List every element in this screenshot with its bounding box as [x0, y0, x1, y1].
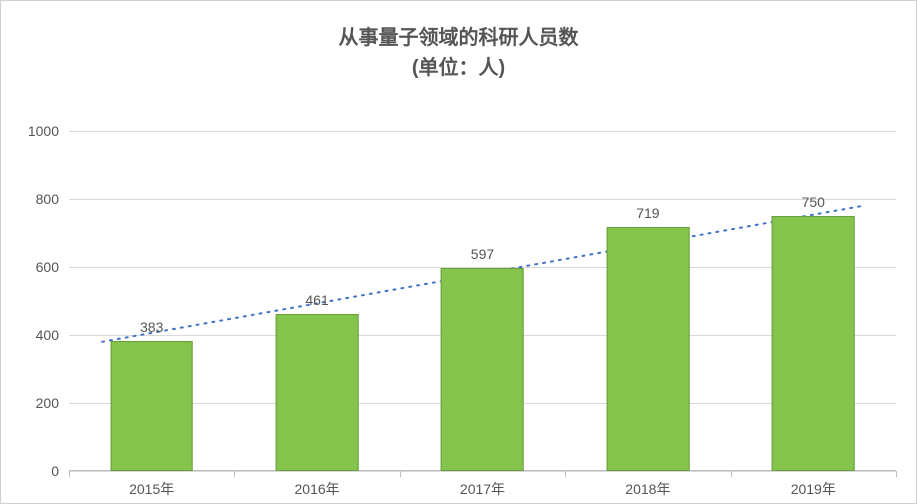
bar: 461 [276, 314, 359, 471]
y-tick-label: 600 [36, 259, 59, 275]
x-tick-mark [400, 471, 401, 477]
bar-slot: 4612016年 [234, 131, 399, 471]
bar-slot: 7192018年 [565, 131, 730, 471]
x-tick-mark [565, 471, 566, 477]
x-tick-mark [69, 471, 70, 477]
y-tick-label: 400 [36, 327, 59, 343]
bar-value-label: 597 [471, 246, 494, 262]
bar-slot: 7502019年 [731, 131, 896, 471]
bar: 383 [110, 341, 193, 471]
x-tick-label: 2018年 [625, 479, 670, 499]
x-tick-label: 2016年 [295, 479, 340, 499]
bar-value-label: 719 [636, 205, 659, 221]
plot-area: 020040060080010003832015年4612016年5972017… [69, 131, 896, 471]
x-tick-label: 2017年 [460, 479, 505, 499]
bar-value-label: 461 [305, 292, 328, 308]
x-tick-mark [731, 471, 732, 477]
bar-outline [607, 227, 690, 471]
x-tick-label: 2019年 [791, 479, 836, 499]
bar-value-label: 383 [140, 319, 163, 335]
y-tick-label: 1000 [28, 123, 59, 139]
bar-outline [772, 216, 855, 471]
bar: 750 [772, 216, 855, 471]
y-tick-label: 800 [36, 191, 59, 207]
chart-title-line2: (单位：人) [1, 53, 916, 83]
y-tick-label: 0 [51, 463, 59, 479]
x-tick-mark [234, 471, 235, 477]
x-tick-label: 2015年 [129, 479, 174, 499]
bar-outline [110, 341, 193, 471]
chart-title: 从事量子领域的科研人员数 (单位：人) [1, 23, 916, 83]
bar: 719 [607, 227, 690, 471]
x-tick-mark [896, 471, 897, 477]
bar-outline [276, 314, 359, 471]
bar-outline [441, 268, 524, 471]
bar-value-label: 750 [802, 194, 825, 210]
y-tick-label: 200 [36, 395, 59, 411]
bar: 597 [441, 268, 524, 471]
gridline [69, 471, 896, 472]
bar-slot: 5972017年 [400, 131, 565, 471]
bar-slot: 3832015年 [69, 131, 234, 471]
chart-title-line1: 从事量子领域的科研人员数 [1, 23, 916, 53]
chart-container: 从事量子领域的科研人员数 (单位：人) 0 200 400 600 800 1000 383… [0, 0, 917, 504]
